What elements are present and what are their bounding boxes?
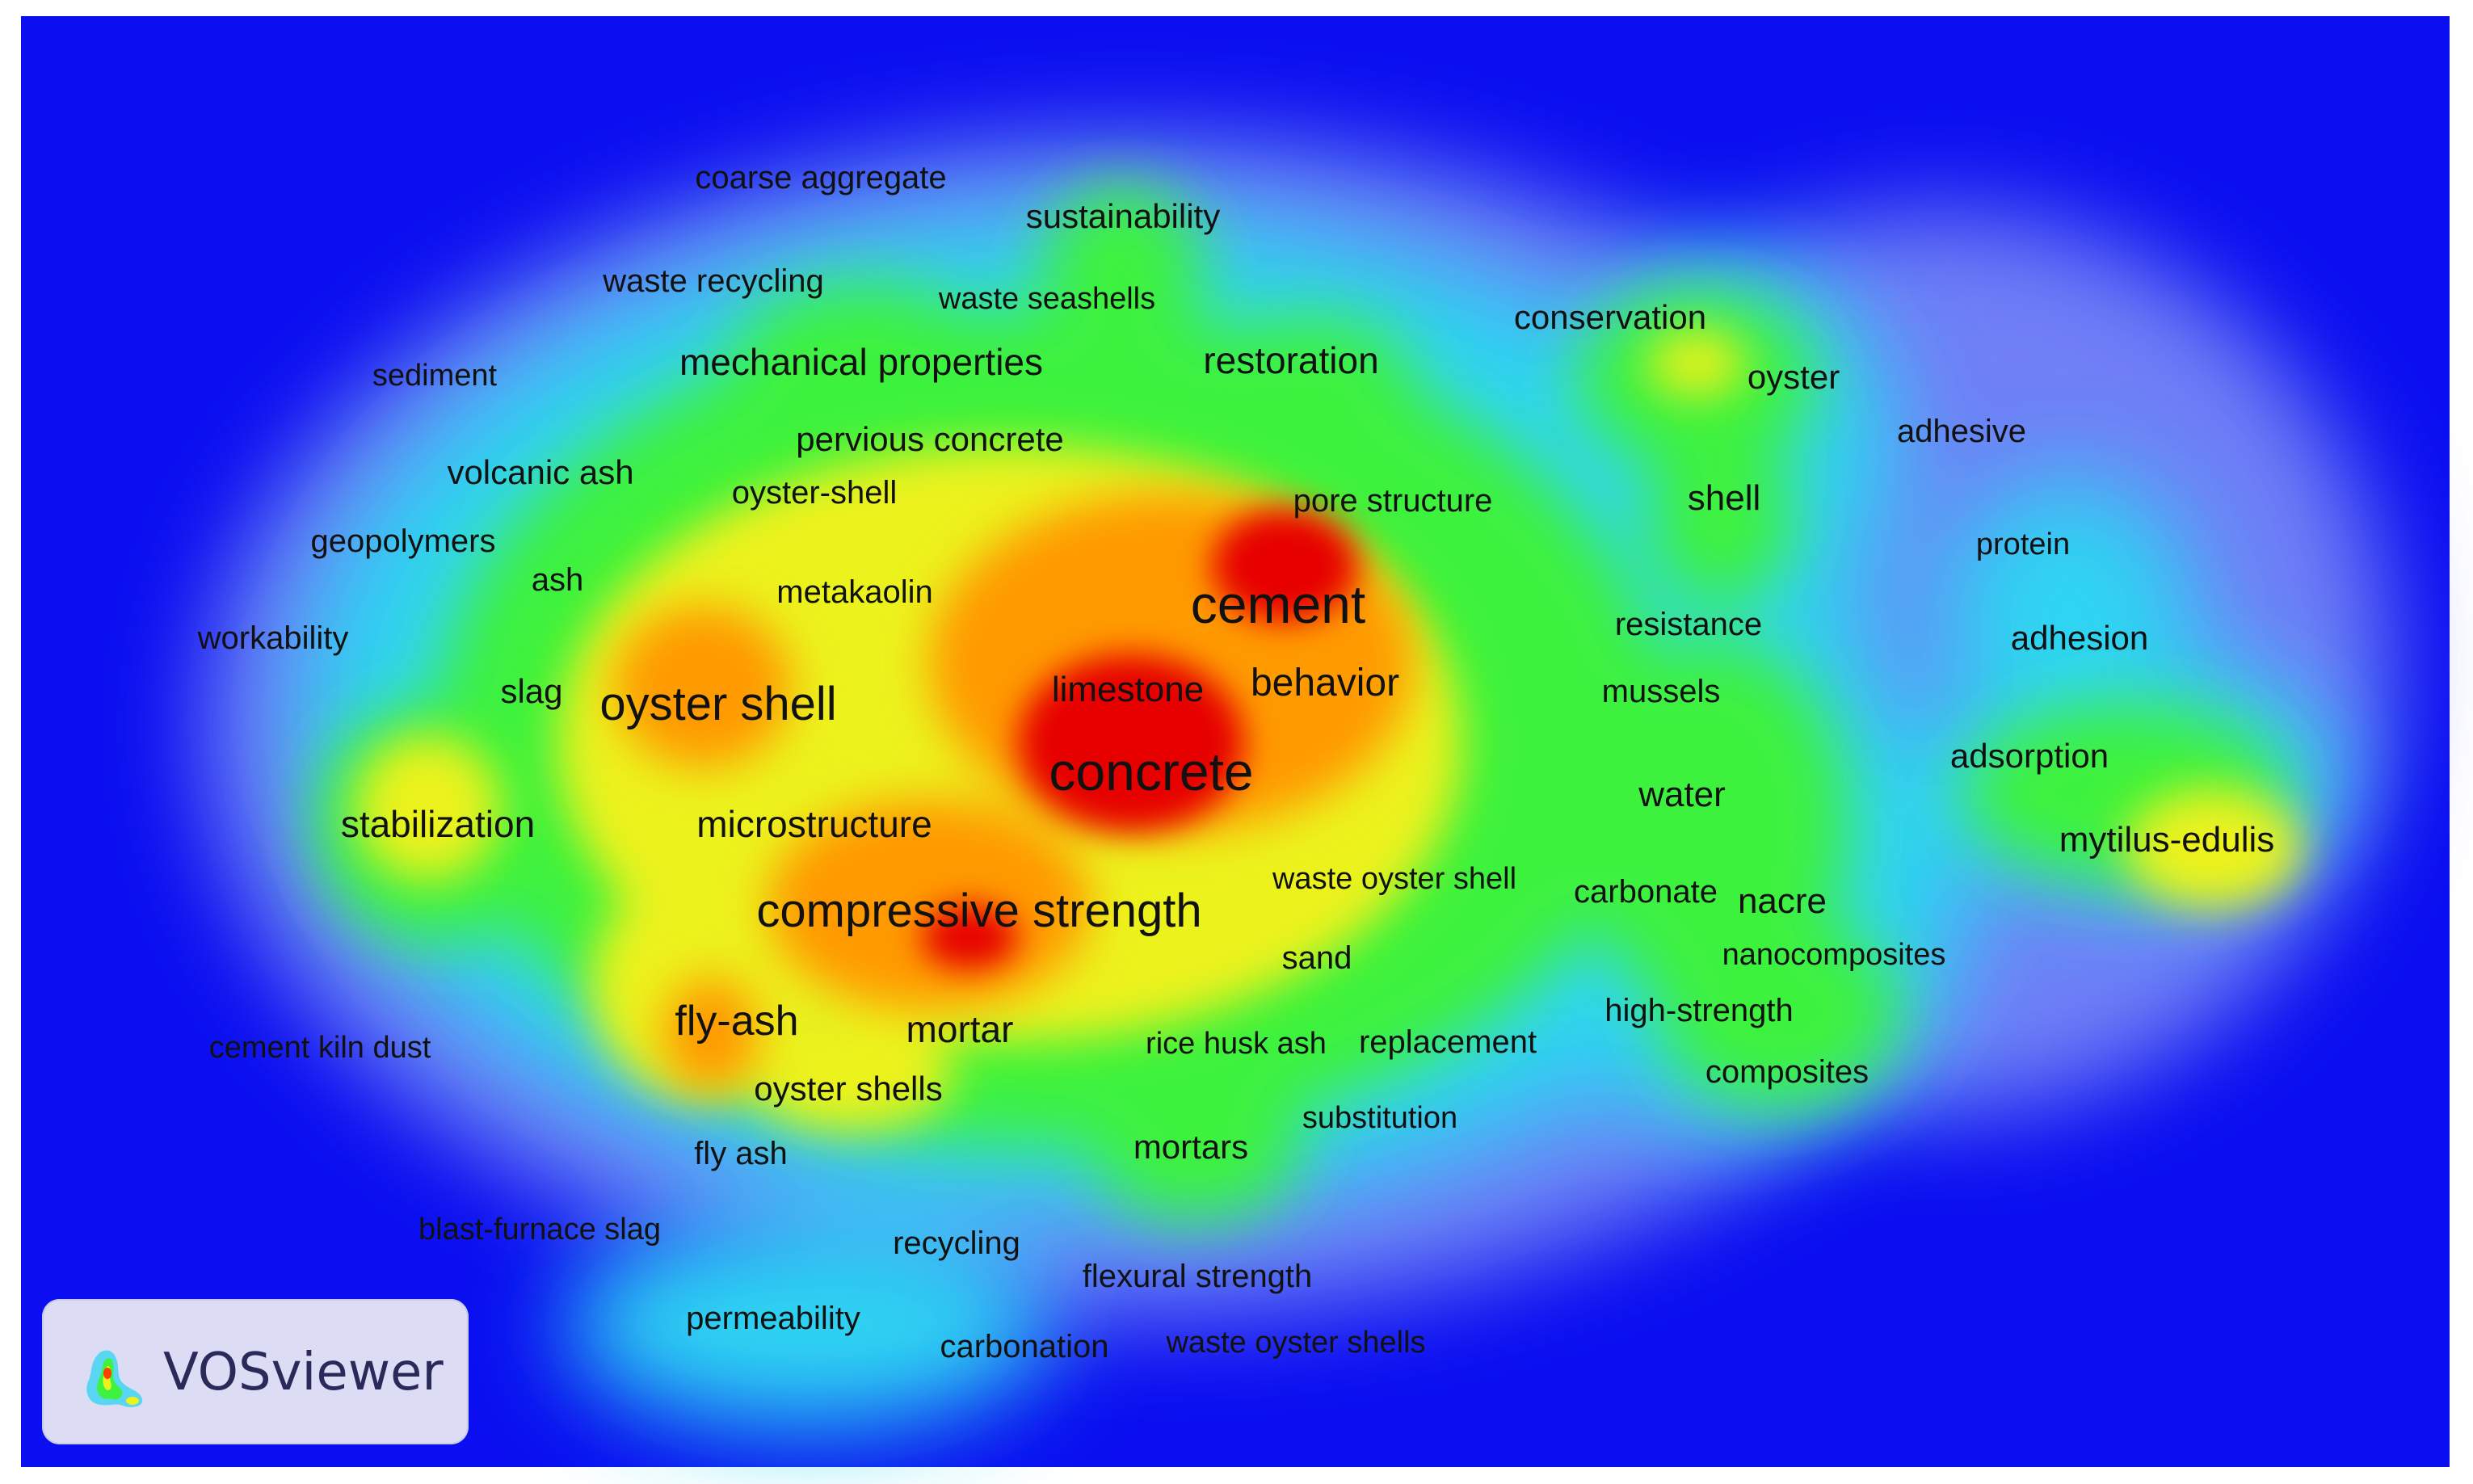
vosviewer-logo-text: VOSviewer [163, 1343, 444, 1402]
keyword-volcanic-ash[interactable]: volcanic ash [447, 453, 634, 491]
keyword-oyster-shells[interactable]: oyster shells [754, 1070, 943, 1108]
keyword-slag[interactable]: slag [500, 672, 563, 710]
keyword-sediment[interactable]: sediment [372, 359, 498, 393]
keyword-carbonation[interactable]: carbonation [940, 1329, 1109, 1364]
keyword-waste-oyster-shell[interactable]: waste oyster shell [1272, 862, 1517, 896]
keyword-metakaolin[interactable]: metakaolin [776, 574, 933, 610]
keyword-conservation[interactable]: conservation [1513, 298, 1707, 336]
keyword-permeability[interactable]: permeability [686, 1301, 860, 1336]
keyword-limestone[interactable]: limestone [1051, 670, 1205, 709]
keyword-oyster-shell[interactable]: oyster shell [599, 678, 837, 730]
keyword-restoration[interactable]: restoration [1203, 339, 1379, 381]
keyword-protein[interactable]: protein [1975, 528, 2071, 561]
keyword-oyster-shell-hyphen[interactable]: oyster-shell [731, 475, 898, 511]
keyword-oyster[interactable]: oyster [1747, 358, 1840, 396]
keyword-workability[interactable]: workability [197, 620, 349, 656]
keyword-adhesive[interactable]: adhesive [1896, 414, 2027, 449]
keyword-mortars[interactable]: mortars [1133, 1128, 1249, 1166]
vosviewer-logo: VOSviewer [42, 1299, 469, 1444]
keyword-stabilization[interactable]: stabilization [340, 803, 536, 845]
keyword-high-strength[interactable]: high-strength [1605, 993, 1794, 1028]
keyword-nacre[interactable]: nacre [1737, 881, 1827, 921]
keyword-replacement[interactable]: replacement [1358, 1024, 1537, 1060]
keyword-mechanical-properties[interactable]: mechanical properties [679, 341, 1044, 383]
keyword-recycling[interactable]: recycling [893, 1225, 1020, 1261]
keyword-water[interactable]: water [1638, 775, 1726, 814]
keyword-waste-oyster-shells[interactable]: waste oyster shells [1166, 1326, 1426, 1360]
keyword-adsorption[interactable]: adsorption [1949, 737, 2109, 775]
keyword-concrete[interactable]: concrete [1049, 742, 1254, 801]
keyword-pore-structure[interactable]: pore structure [1293, 483, 1493, 519]
keyword-ash[interactable]: ash [531, 562, 584, 598]
keyword-coarse-aggregate[interactable]: coarse aggregate [695, 160, 947, 195]
keyword-cement-kiln-dust[interactable]: cement kiln dust [208, 1031, 431, 1065]
keyword-mytilus-edulis[interactable]: mytilus-edulis [2059, 820, 2275, 860]
keyword-composites[interactable]: composites [1705, 1054, 1869, 1090]
keyword-geopolymers[interactable]: geopolymers [310, 523, 496, 559]
keyword-fly-ash[interactable]: fly ash [694, 1136, 788, 1171]
keyword-carbonate[interactable]: carbonate [1574, 874, 1718, 910]
keyword-behavior[interactable]: behavior [1250, 662, 1400, 704]
keyword-sustainability[interactable]: sustainability [1025, 197, 1221, 235]
keyword-resistance[interactable]: resistance [1614, 607, 1763, 642]
keyword-sand[interactable]: sand [1281, 940, 1352, 976]
keyword-shell[interactable]: shell [1687, 478, 1761, 518]
keyword-compressive-strength[interactable]: compressive strength [756, 885, 1202, 937]
keyword-waste-recycling[interactable]: waste recycling [603, 263, 824, 299]
keyword-nanocomposites[interactable]: nanocomposites [1722, 938, 1946, 972]
keyword-rice-husk-ash[interactable]: rice husk ash [1146, 1027, 1327, 1061]
keyword-flexural-strength[interactable]: flexural strength [1082, 1259, 1313, 1294]
keyword-microstructure[interactable]: microstructure [696, 803, 932, 845]
vosviewer-logo-icon [86, 1350, 143, 1407]
keyword-cement[interactable]: cement [1190, 574, 1366, 634]
keyword-waste-seashells[interactable]: waste seashells [938, 282, 1156, 316]
keyword-adhesion[interactable]: adhesion [2010, 619, 2149, 657]
keyword-pervious-concrete[interactable]: pervious concrete [796, 420, 1064, 458]
keyword-mussels[interactable]: mussels [1601, 674, 1721, 709]
keyword-mortar[interactable]: mortar [906, 1008, 1014, 1050]
keyword-blast-furnace-slag[interactable]: blast-furnace slag [418, 1213, 661, 1246]
density-layer-red [921, 509, 1357, 969]
keyword-substitution[interactable]: substitution [1302, 1101, 1458, 1135]
keyword-fly-ash-hyphen[interactable]: fly-ash [675, 998, 799, 1045]
